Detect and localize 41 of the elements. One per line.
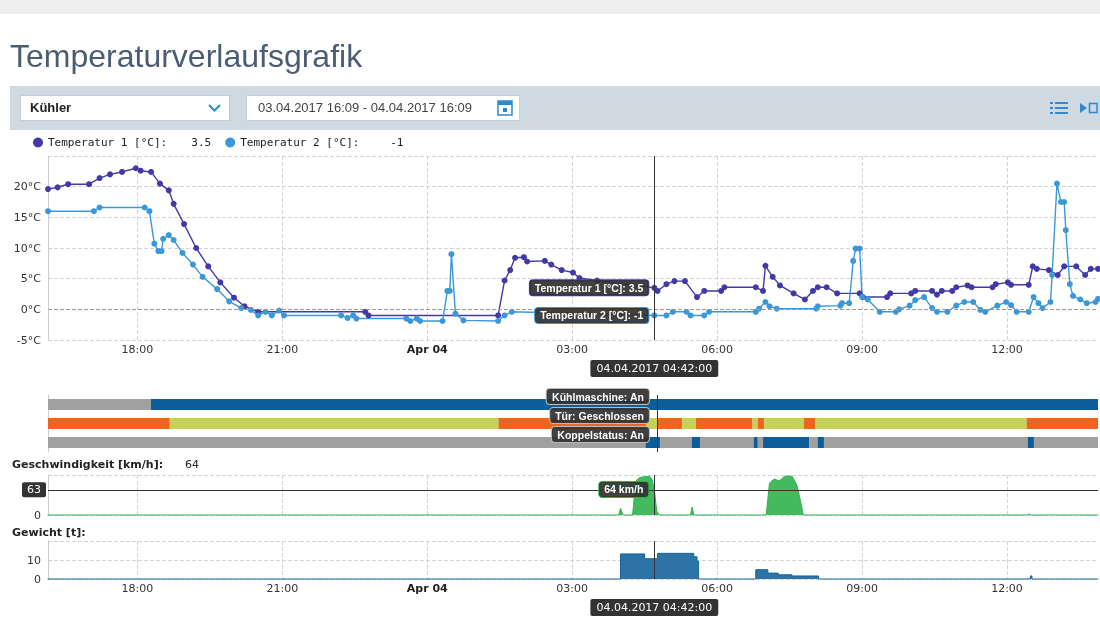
annotation: Temperatur 2 [°C]: -1 [540, 309, 644, 322]
x-tick-label: 18:00 [121, 343, 154, 356]
x-tick-label: 03:00 [556, 343, 589, 356]
chart-title: Temperaturverlaufsgrafik [10, 38, 363, 74]
y-tick-label: -5°C [16, 333, 42, 347]
x-tick-label: 09:00 [846, 343, 878, 356]
y-tick-label: 0 [34, 572, 41, 586]
x-tick-label: 12:00 [991, 582, 1023, 595]
x-tick-label: Apr 04 [406, 582, 449, 595]
date-field: 03.04.2017 16:09 - 04.04.2017 16:09 [246, 95, 520, 121]
text: -1 [390, 136, 404, 149]
y-tick-label: 0 [34, 508, 41, 522]
text: 3.5 [191, 136, 212, 149]
ref-line-label: 04.04.2017 04:42:00 [596, 601, 713, 614]
text: 64 [185, 458, 200, 471]
y-tick-label: 20°C [13, 180, 42, 194]
x-tick-label: 03:00 [556, 582, 589, 595]
y-tick-label: 5°C [20, 272, 42, 286]
x-tick-label: 12:00 [991, 343, 1023, 356]
annotation: Tür: Geschlossen [555, 409, 644, 422]
x-tick-label: 18:00 [121, 582, 154, 595]
x-tick-label: 09:00 [846, 582, 878, 595]
annotation: Koppelstatus: An [557, 428, 644, 441]
y-tick-label: 15°C [13, 210, 42, 224]
chart-title: Geschwindigkeit [km/h]: [12, 458, 164, 471]
dropdown: Kühler [20, 95, 230, 121]
x-tick-label: 21:00 [266, 343, 299, 356]
y-tick-label: 63 [27, 483, 41, 497]
y-tick-label: 10 [27, 553, 41, 567]
ref-line-label: 04.04.2017 04:42:00 [596, 362, 713, 375]
x-tick-label: 21:00 [266, 582, 299, 595]
chart-title: Gewicht [t]: [12, 526, 86, 539]
legend-label: Temperatur 1 [°C]: [48, 136, 168, 149]
y-tick-label: 0°C [20, 302, 42, 316]
legend-label: Temperatur 2 [°C]: [240, 136, 360, 149]
x-tick-label: Apr 04 [406, 343, 449, 356]
x-tick-label: 06:00 [701, 343, 733, 356]
annotation: 64 km/h [604, 483, 644, 496]
y-tick-label: 10°C [13, 241, 42, 255]
x-tick-label: 06:00 [701, 582, 733, 595]
annotation: Kühlmaschine: An [552, 390, 644, 403]
